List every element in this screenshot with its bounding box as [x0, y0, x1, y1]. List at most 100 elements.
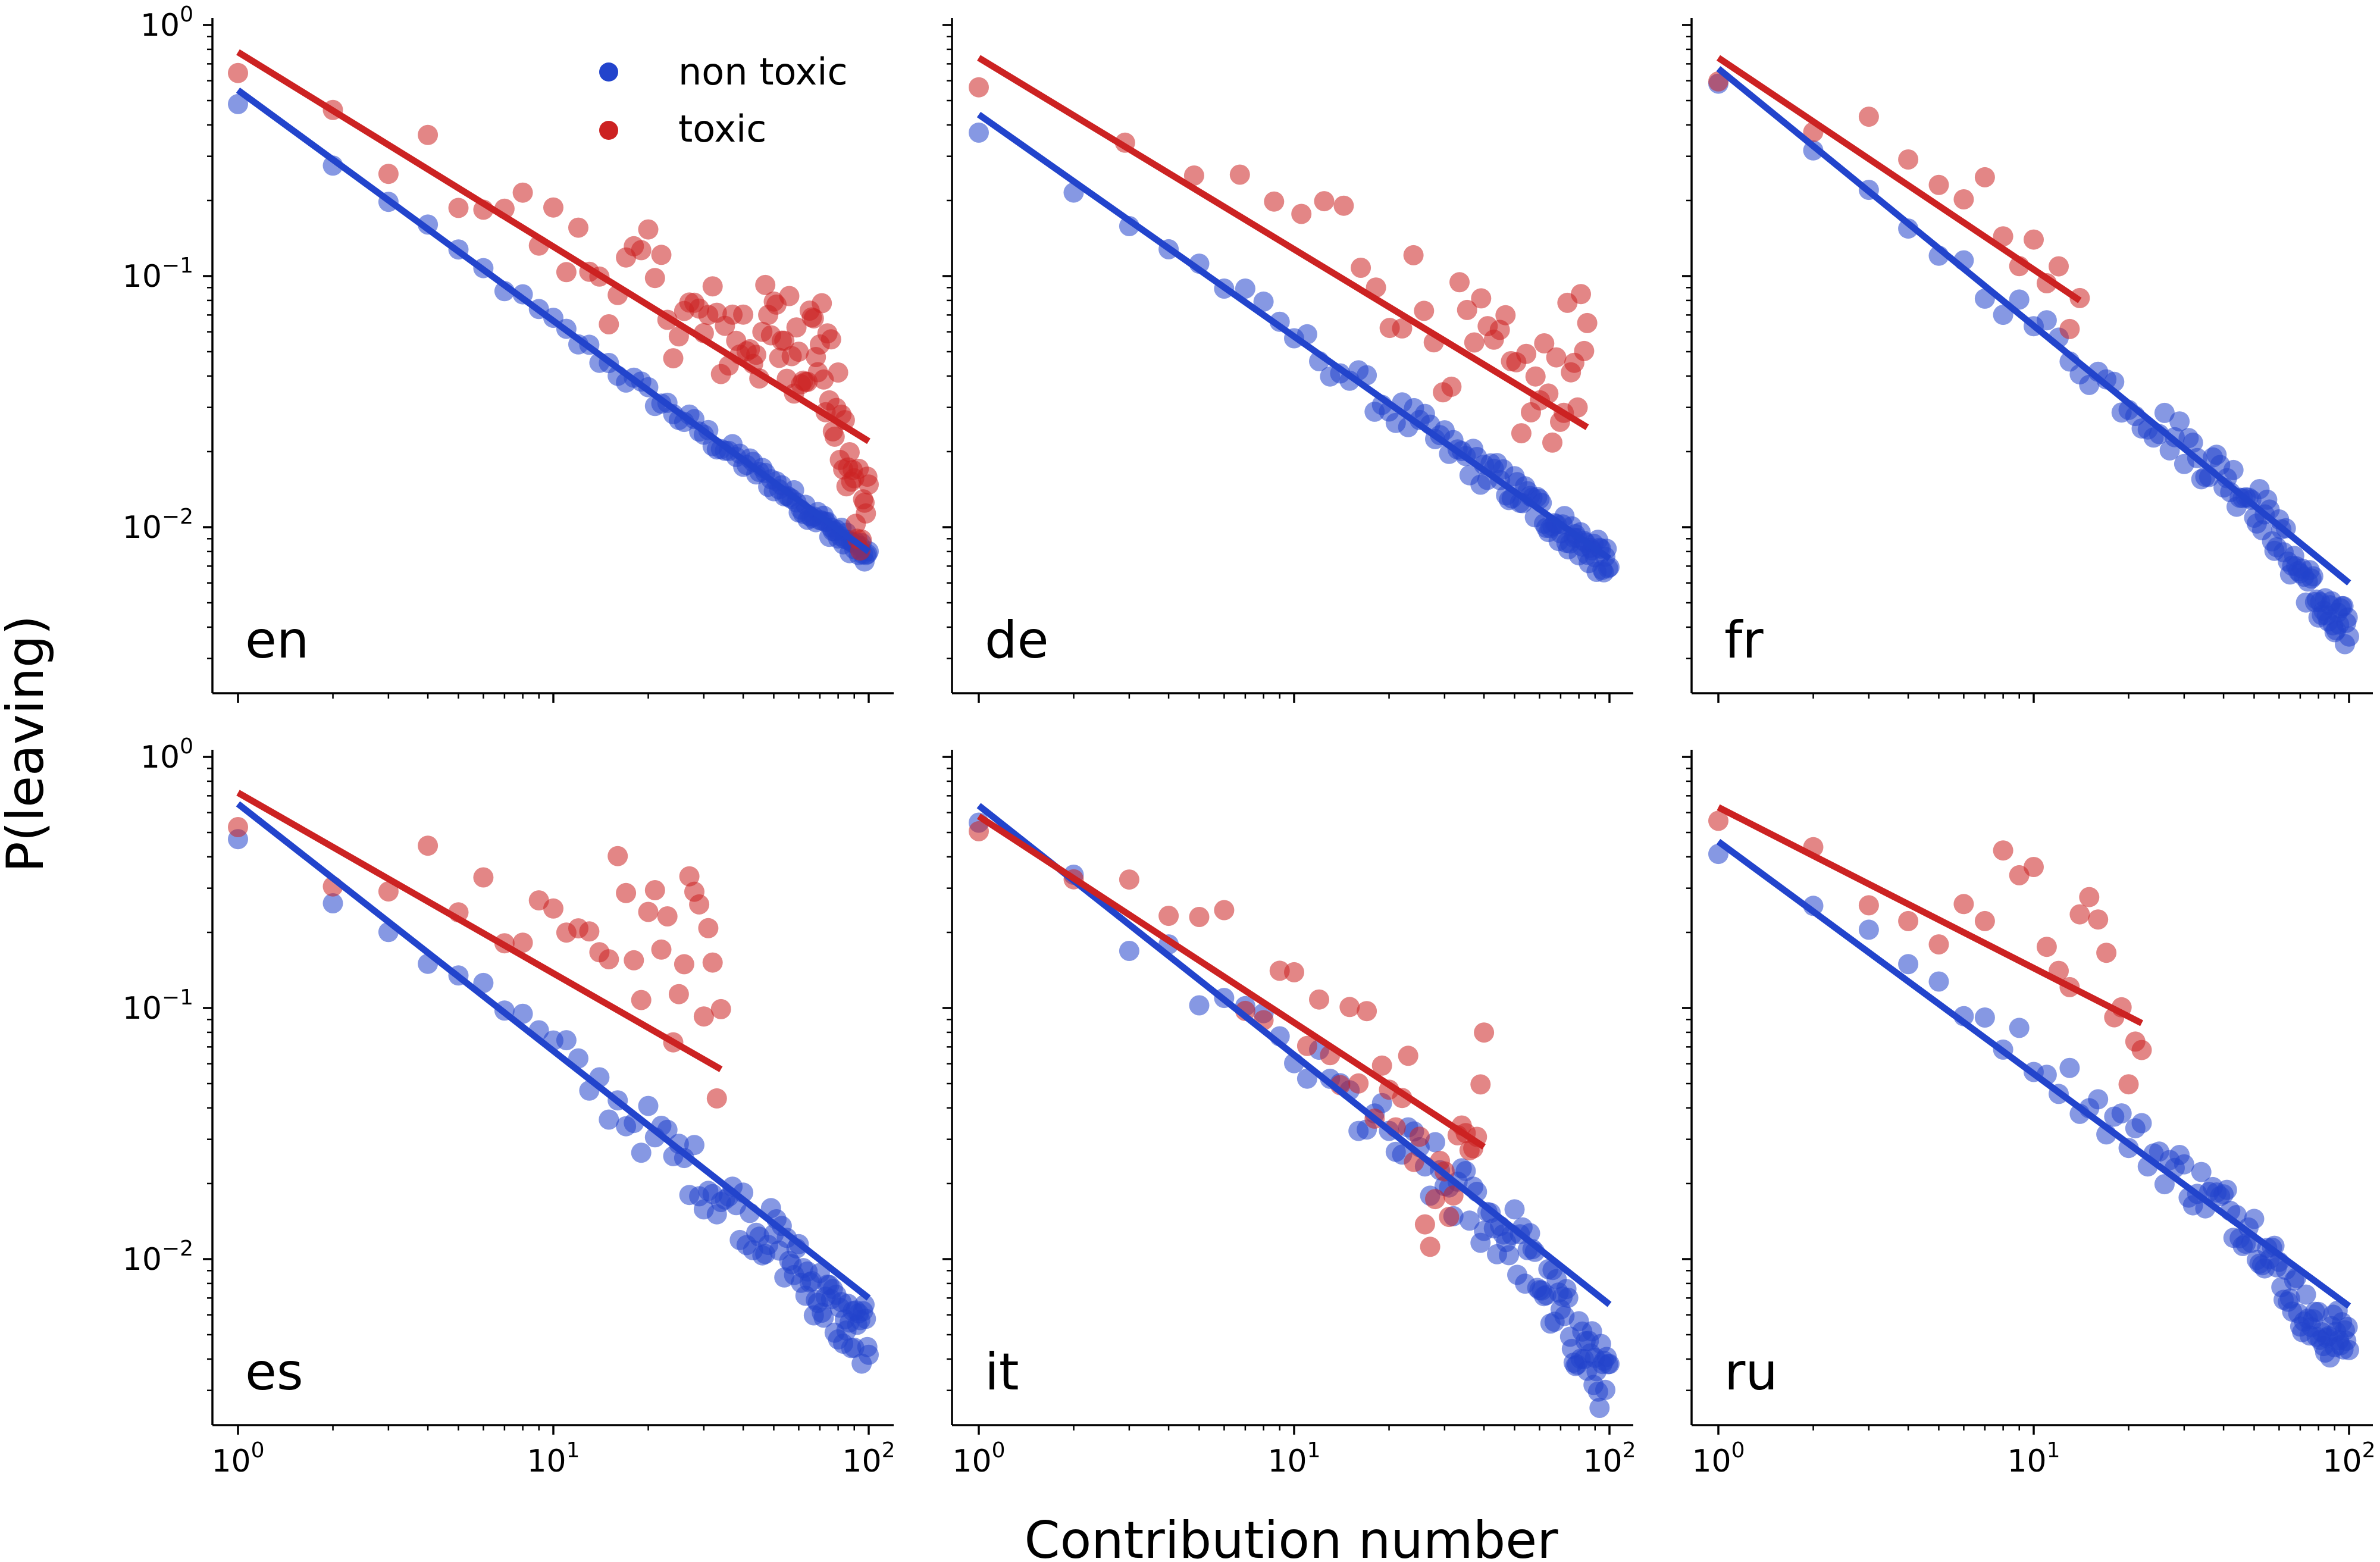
data-point: [779, 286, 800, 306]
data-point: [2131, 1113, 2152, 1134]
data-point: [599, 949, 619, 970]
data-point: [599, 1109, 619, 1130]
data-point: [710, 998, 731, 1019]
fit-line-toxic: [236, 49, 870, 445]
data-point: [1229, 164, 1250, 185]
data-point: [1993, 840, 2013, 861]
data-point: [1471, 288, 1492, 309]
data-point: [2339, 626, 2359, 647]
data-point: [1214, 900, 1235, 921]
data-point: [2216, 1179, 2237, 1200]
data-point: [2191, 1162, 2212, 1182]
data-point: [689, 894, 710, 915]
data-point: [1567, 397, 1588, 418]
data-point: [693, 1006, 714, 1027]
data-point: [579, 921, 600, 942]
data-point: [512, 182, 533, 203]
fit-line-non-toxic: [236, 801, 871, 1301]
data-point: [1499, 1245, 1520, 1266]
series-toxic-points: [1708, 71, 2090, 339]
data-point: [228, 817, 248, 837]
data-point: [1993, 305, 2013, 325]
legend: non toxic toxic: [599, 50, 848, 151]
panel-label: en: [245, 611, 309, 670]
data-point: [821, 329, 841, 350]
data-point: [473, 867, 494, 888]
data-point: [1297, 1035, 1317, 1056]
x-tick-label: 102: [2322, 1438, 2375, 1479]
data-point: [2303, 566, 2323, 587]
data-point: [1414, 300, 1435, 321]
data-point: [1504, 1199, 1525, 1220]
data-point: [1309, 989, 1329, 1010]
data-point: [1441, 376, 1462, 397]
y-axis-title: P(leaving): [0, 615, 55, 872]
x-tick-exponent: 2: [882, 1438, 895, 1463]
data-point: [1993, 226, 2013, 247]
data-point: [418, 124, 439, 145]
data-point: [1974, 167, 1995, 187]
data-point: [1464, 332, 1485, 353]
x-tick-label: 100: [952, 1438, 1005, 1479]
data-point: [774, 330, 795, 351]
x-tick-exponent: 1: [566, 1438, 580, 1463]
x-tick-base: 10: [527, 1444, 566, 1479]
data-point: [378, 164, 399, 184]
data-point: [2088, 1089, 2109, 1110]
x-tick-base: 10: [2007, 1444, 2046, 1479]
data-point: [746, 345, 766, 365]
series-non-toxic-points: [1708, 73, 2359, 655]
data-point: [1470, 1074, 1491, 1095]
series-toxic-points: [969, 77, 1598, 453]
data-point: [1455, 1161, 1476, 1181]
data-point: [2223, 459, 2244, 480]
y-tick-base: 10: [140, 740, 180, 775]
fit-line-non-toxic: [236, 87, 871, 555]
data-point: [824, 426, 845, 447]
data-point: [1119, 941, 1139, 961]
data-point: [856, 1309, 876, 1329]
data-point: [1348, 1073, 1369, 1094]
legend-marker-non-toxic: [599, 62, 618, 82]
data-point: [568, 217, 588, 238]
fit-line-toxic: [976, 813, 1486, 1150]
y-tick-exponent: −1: [162, 985, 193, 1010]
data-point: [2024, 229, 2044, 250]
y-tick-exponent: −1: [162, 253, 193, 278]
data-point: [755, 274, 776, 295]
data-point: [657, 906, 678, 926]
data-point: [1953, 189, 1974, 209]
data-point: [969, 821, 989, 841]
data-point: [1284, 962, 1304, 982]
data-point: [631, 990, 652, 1010]
x-tick-exponent: 2: [1623, 1438, 1636, 1463]
data-point: [638, 901, 659, 922]
data-point: [651, 245, 672, 265]
data-point: [1297, 1068, 1317, 1089]
data-point: [698, 918, 719, 938]
data-point: [1542, 432, 1562, 453]
data-point: [1443, 1185, 1464, 1206]
data-point: [651, 939, 672, 960]
data-point: [859, 1344, 879, 1365]
x-tick-base: 10: [1583, 1444, 1622, 1479]
x-tick-label: 101: [1267, 1438, 1320, 1479]
x-tick-exponent: 0: [251, 1438, 265, 1463]
data-point: [418, 835, 439, 856]
data-point: [1158, 906, 1179, 926]
data-point: [543, 898, 563, 919]
series-toxic-points: [228, 817, 731, 1109]
data-point: [2069, 904, 2090, 925]
data-point: [1357, 1001, 1377, 1022]
data-point: [2169, 411, 2190, 432]
series-toxic-points: [969, 821, 1495, 1257]
data-point: [663, 348, 684, 369]
data-point: [1264, 191, 1285, 212]
data-point: [2244, 1209, 2265, 1229]
data-point: [1449, 272, 1470, 293]
x-tick-label: 102: [842, 1438, 895, 1479]
data-point: [607, 846, 628, 866]
y-tick-base: 10: [123, 259, 162, 295]
data-point: [1495, 305, 1516, 325]
